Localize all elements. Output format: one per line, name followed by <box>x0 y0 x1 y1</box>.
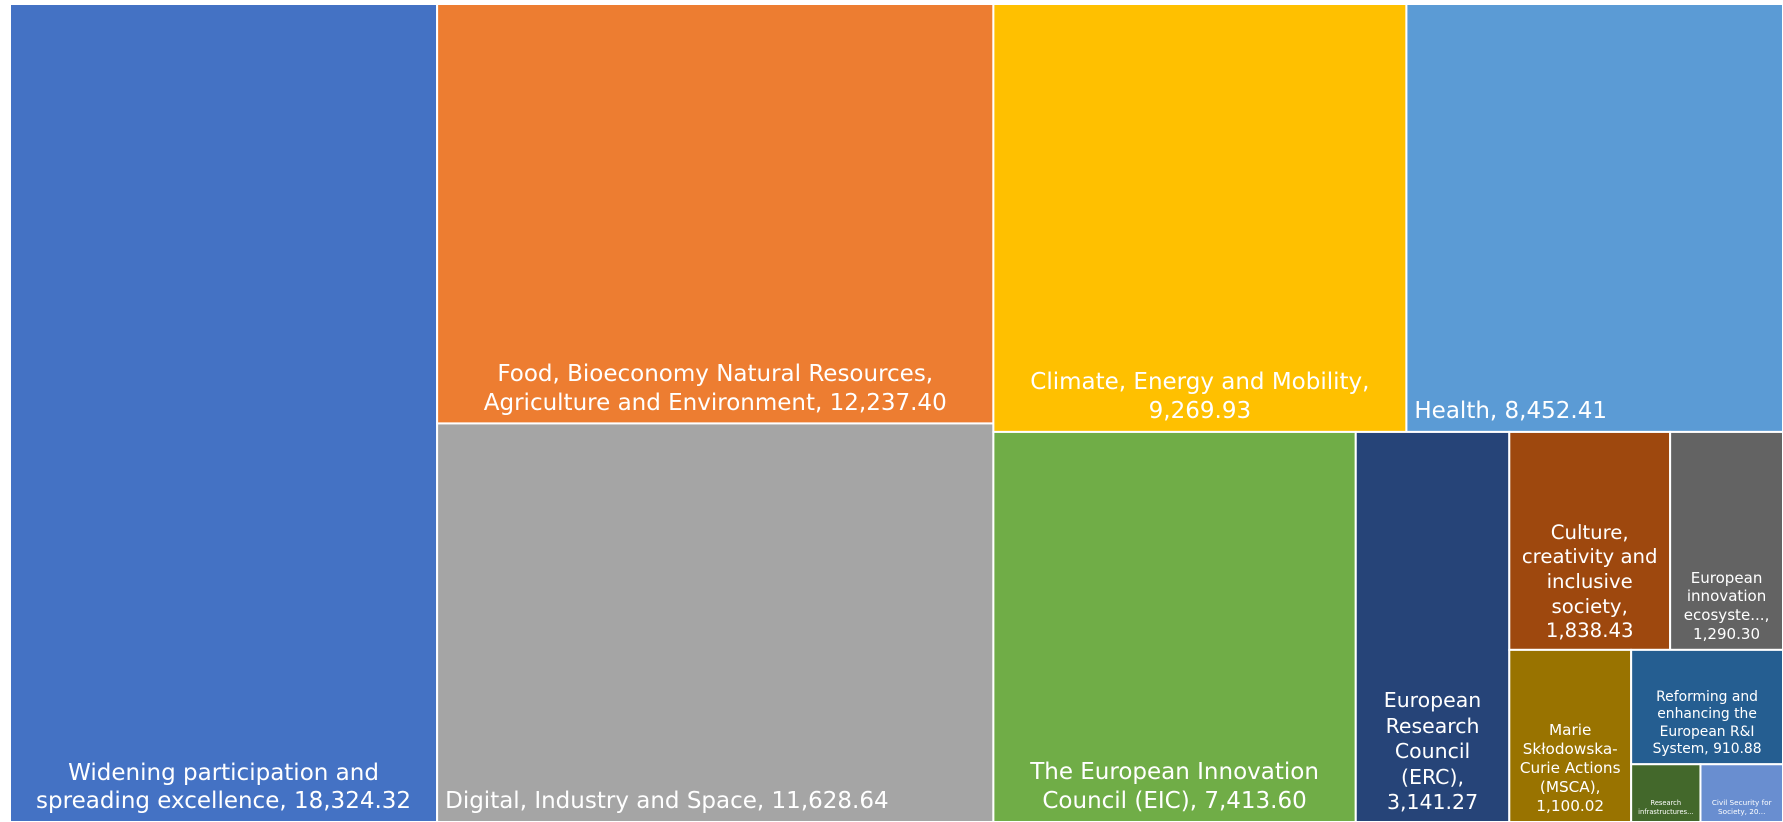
tile-name: Widening participation and spreading exc… <box>36 759 379 815</box>
tile-label-box: Marie Skłodowska-Curie Actions (MSCA)1,1… <box>1509 650 1631 822</box>
tile-label: Marie Skłodowska-Curie Actions (MSCA)1,1… <box>1509 650 1631 822</box>
tile-label-box: European Research Council (ERC)3,141.27 <box>1356 432 1510 822</box>
tile-label: Widening participation and spreading exc… <box>10 4 437 822</box>
treemap-tile <box>992 3 1408 433</box>
tile-label-box: Climate, Energy and Mobility9,269.93 <box>993 4 1406 432</box>
tile-label: Culture, creativity and inclusive societ… <box>1509 432 1670 650</box>
tile-name: Culture, creativity and inclusive societ… <box>1521 520 1658 618</box>
treemap-tile <box>1354 430 1511 822</box>
tile-name: The European Innovation Council (EIC) <box>1030 759 1319 815</box>
treemap-tile <box>1669 430 1783 651</box>
tile-label: Health8,452.41 <box>1406 4 1783 432</box>
tile-label-box: Culture, creativity and inclusive societ… <box>1509 432 1670 650</box>
tile-label-box: Widening participation and spreading exc… <box>10 4 437 822</box>
tile-value: 7,413.60 <box>1190 788 1307 814</box>
tile-label-box: European innovation ecosyste...1,290.30 <box>1670 432 1783 650</box>
tile-label-box: Research infrastructures... <box>1631 764 1700 822</box>
tile-label: The European Innovation Council (EIC)7,4… <box>993 432 1355 822</box>
tile-label: Climate, Energy and Mobility9,269.93 <box>993 4 1406 432</box>
treemap-tile <box>1508 648 1633 822</box>
tile-name: European innovation ecosyste... <box>1683 568 1767 625</box>
tile-value: 11,628.64 <box>757 788 889 814</box>
tile-label-box: Health8,452.41 <box>1406 4 1783 432</box>
tile-value: 18,324.32 <box>279 788 411 814</box>
tile-name: European Research Council (ERC) <box>1383 688 1482 789</box>
tile-name: Health <box>1414 398 1490 425</box>
tile-name: Climate, Energy and Mobility <box>1030 369 1363 396</box>
tile-label-box: Digital, Industry and Space11,628.64 <box>437 423 993 822</box>
treemap-tile <box>9 3 439 822</box>
tile-name: Civil Security for Society, 20... <box>1711 797 1772 816</box>
tile-name: Food, Bioeconomy Natural Resources, Agri… <box>483 360 934 416</box>
treemap-tile <box>436 3 995 425</box>
tile-name: Reforming and enhancing the European R&I… <box>1652 688 1758 757</box>
tile-value: 910.88 <box>1704 741 1761 757</box>
tile-label-box: The European Innovation Council (EIC)7,4… <box>993 432 1355 822</box>
treemap-tile <box>1508 430 1672 651</box>
tile-label: European innovation ecosyste...1,290.30 <box>1670 432 1783 650</box>
tile-label: Digital, Industry and Space11,628.64 <box>437 423 993 822</box>
tile-name: Research infrastructures... <box>1638 799 1694 816</box>
tile-name: Digital, Industry and Space <box>445 788 757 815</box>
tile-value: 8,452.41 <box>1490 398 1607 424</box>
treemap-tile <box>1630 763 1702 822</box>
tile-label: Food, Bioeconomy Natural Resources, Agri… <box>437 4 993 423</box>
tile-label: European Research Council (ERC)3,141.27 <box>1356 432 1510 822</box>
tile-label-box: Food, Bioeconomy Natural Resources, Agri… <box>437 4 993 423</box>
tile-label-box: Reforming and enhancing the European R&I… <box>1631 650 1783 764</box>
treemap-tile <box>992 430 1357 822</box>
tile-label: Civil Security for Society, 20... <box>1700 764 1783 822</box>
tile-name: Marie Skłodowska-Curie Actions (MSCA) <box>1519 720 1621 796</box>
treemap-tile <box>1405 3 1783 433</box>
treemap-tile <box>436 422 995 822</box>
tile-label: Reforming and enhancing the European R&I… <box>1631 650 1783 764</box>
tile-label-box: Civil Security for Society, 20... <box>1700 764 1783 822</box>
tile-label: Research infrastructures... <box>1631 764 1700 822</box>
treemap-tile <box>1630 648 1783 766</box>
tile-value: 12,237.40 <box>815 390 947 416</box>
